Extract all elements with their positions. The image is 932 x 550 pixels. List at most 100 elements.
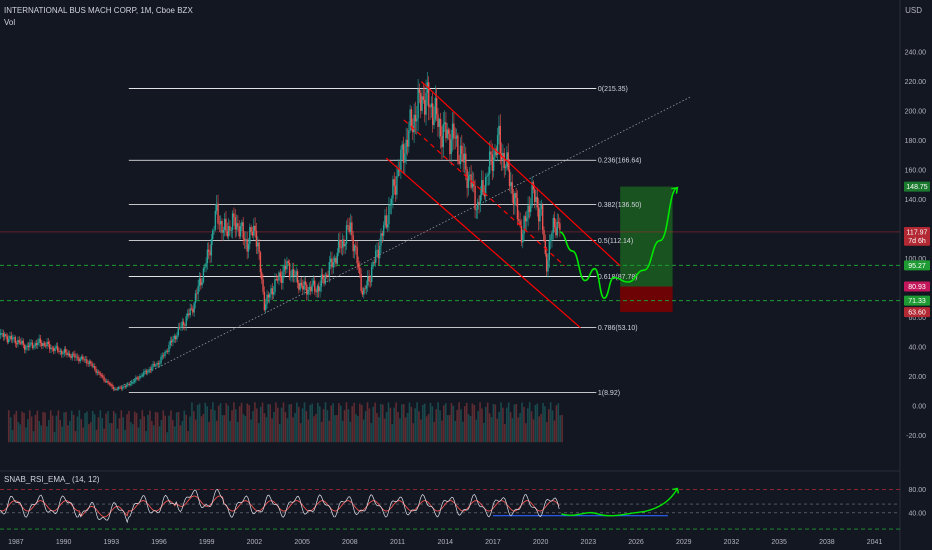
candle[interactable]: [149, 369, 152, 371]
candle[interactable]: [169, 340, 172, 346]
candle[interactable]: [516, 198, 519, 220]
candle[interactable]: [188, 313, 190, 316]
candle[interactable]: [352, 235, 354, 252]
candle[interactable]: [375, 250, 377, 263]
candle[interactable]: [90, 361, 92, 364]
candle[interactable]: [218, 223, 221, 225]
candle[interactable]: [290, 276, 292, 278]
candle[interactable]: [284, 265, 287, 270]
candle[interactable]: [241, 222, 243, 227]
candle[interactable]: [481, 180, 483, 196]
candle[interactable]: [365, 285, 368, 289]
candle[interactable]: [262, 279, 264, 292]
candle[interactable]: [518, 219, 520, 221]
candle[interactable]: [421, 96, 423, 111]
candle[interactable]: [552, 217, 554, 233]
candle[interactable]: [459, 145, 462, 165]
candle[interactable]: [227, 226, 230, 237]
candle[interactable]: [6, 336, 9, 343]
candle[interactable]: [496, 134, 499, 155]
candle[interactable]: [300, 282, 303, 286]
candle[interactable]: [124, 386, 126, 388]
candle[interactable]: [39, 338, 42, 344]
candle[interactable]: [319, 286, 321, 292]
candle[interactable]: [14, 337, 16, 344]
candle[interactable]: [549, 239, 552, 242]
candle[interactable]: [120, 387, 122, 389]
candle[interactable]: [299, 282, 301, 290]
candle[interactable]: [409, 109, 411, 131]
candle[interactable]: [396, 175, 398, 195]
candle[interactable]: [429, 106, 431, 108]
candle[interactable]: [133, 380, 136, 382]
candle[interactable]: [428, 82, 430, 107]
candle[interactable]: [321, 274, 324, 279]
candle[interactable]: [298, 283, 300, 290]
candle[interactable]: [417, 88, 419, 119]
candle[interactable]: [483, 192, 486, 197]
candle[interactable]: [173, 336, 175, 339]
candle[interactable]: [555, 227, 557, 236]
candle[interactable]: [360, 273, 362, 292]
candle[interactable]: [384, 215, 386, 225]
candle[interactable]: [474, 186, 476, 210]
candle[interactable]: [136, 377, 138, 379]
candle[interactable]: [212, 230, 214, 240]
candle[interactable]: [335, 258, 337, 264]
candle[interactable]: [196, 293, 198, 295]
candle[interactable]: [441, 136, 443, 148]
candle[interactable]: [11, 338, 14, 340]
candle[interactable]: [400, 149, 402, 172]
symbol-title[interactable]: INTERNATIONAL BUS MACH CORP, 1M, Cboe BZ…: [4, 6, 193, 15]
candle[interactable]: [306, 284, 308, 295]
candle[interactable]: [26, 345, 28, 347]
candle[interactable]: [159, 363, 161, 365]
candle[interactable]: [386, 224, 389, 228]
candle[interactable]: [280, 276, 283, 283]
candle[interactable]: [267, 294, 270, 298]
candle[interactable]: [200, 278, 202, 286]
candle[interactable]: [356, 247, 358, 264]
candle[interactable]: [512, 193, 515, 206]
candle[interactable]: [294, 275, 296, 277]
candle[interactable]: [447, 129, 450, 135]
candle[interactable]: [184, 324, 186, 326]
candle[interactable]: [477, 201, 479, 210]
candle[interactable]: [79, 358, 81, 362]
candle[interactable]: [274, 279, 276, 293]
candle[interactable]: [329, 258, 332, 263]
candle[interactable]: [531, 182, 533, 207]
candle[interactable]: [190, 308, 193, 310]
candle[interactable]: [490, 151, 492, 155]
candle[interactable]: [141, 375, 144, 377]
candle[interactable]: [341, 239, 344, 248]
candle[interactable]: [140, 375, 142, 377]
candle[interactable]: [556, 221, 558, 236]
candle[interactable]: [239, 226, 242, 237]
candle[interactable]: [42, 343, 44, 347]
candle[interactable]: [430, 103, 433, 107]
candle[interactable]: [520, 226, 523, 243]
candle[interactable]: [484, 176, 487, 197]
candle[interactable]: [351, 222, 353, 236]
candle[interactable]: [233, 213, 235, 218]
candle[interactable]: [287, 261, 289, 263]
candle[interactable]: [463, 153, 466, 163]
candle[interactable]: [488, 151, 491, 174]
candle[interactable]: [78, 357, 80, 362]
stop-zone[interactable]: [620, 286, 673, 313]
candle[interactable]: [112, 387, 115, 389]
candle[interactable]: [435, 98, 438, 115]
candle[interactable]: [348, 225, 350, 232]
candle[interactable]: [198, 278, 201, 287]
candle[interactable]: [524, 216, 527, 222]
candle[interactable]: [145, 370, 148, 373]
candle[interactable]: [30, 342, 32, 344]
candle[interactable]: [62, 353, 64, 355]
candle[interactable]: [548, 241, 550, 261]
candle[interactable]: [377, 249, 380, 259]
candle[interactable]: [111, 384, 113, 388]
candle[interactable]: [156, 362, 158, 366]
candle[interactable]: [119, 387, 121, 389]
candle[interactable]: [164, 351, 166, 357]
